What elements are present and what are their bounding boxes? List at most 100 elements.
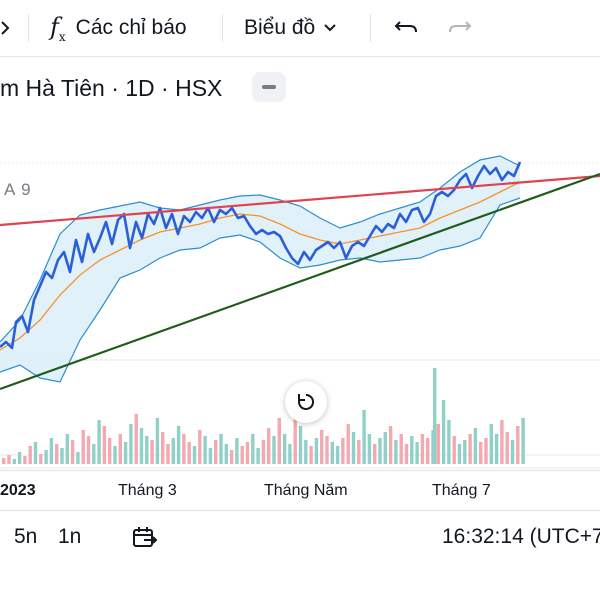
volume-bar [335, 446, 340, 464]
moving-average-line [0, 181, 521, 351]
volume-bar [76, 452, 80, 464]
indicators-label: Các chỉ báo [75, 16, 187, 39]
price-chart[interactable] [0, 110, 600, 470]
volume-bar [383, 432, 387, 464]
volume-bar [420, 434, 425, 464]
volume-bar [388, 426, 393, 464]
volume-bar [33, 442, 38, 464]
volume-bar [484, 438, 488, 464]
volume-bar [410, 436, 414, 464]
volume-bar [60, 448, 64, 464]
volume-bar [97, 420, 101, 464]
toolbar-divider [370, 14, 371, 42]
symbol-header: m Hà Tiên · 1D · HSX [0, 68, 222, 108]
volume-bar [208, 448, 213, 464]
volume-bar [282, 434, 287, 464]
volume-bar [12, 459, 16, 464]
redo-button[interactable] [446, 0, 474, 56]
volume-bar [494, 434, 499, 464]
top-toolbar: fx Các chỉ báo Biểu đồ [0, 0, 600, 57]
volume-bar [123, 442, 128, 464]
volume-bar [473, 428, 478, 464]
volume-bar [129, 424, 133, 464]
volume-bar [404, 444, 409, 464]
reset-chart-button[interactable] [285, 381, 327, 423]
volume-bar [447, 420, 451, 464]
volume-bar [240, 446, 244, 464]
price-line [0, 161, 522, 350]
volume-bar [86, 436, 91, 464]
volume-bar [452, 436, 456, 464]
volume-bar [39, 454, 43, 464]
volume-bar [118, 434, 122, 464]
volume-bar [198, 430, 202, 464]
volume-bar [7, 455, 11, 464]
indicators-button[interactable]: fx Các chỉ báo [50, 0, 187, 56]
chevron-left-icon[interactable] [0, 0, 14, 56]
volume-bar [219, 434, 223, 464]
date-range-button[interactable] [130, 524, 158, 558]
volume-bar [399, 434, 403, 464]
volume-bar [463, 440, 467, 464]
volume-bar [516, 426, 520, 464]
time-axis-label-march: Tháng 3 [118, 482, 177, 499]
volume-bar [261, 440, 266, 464]
volume-bar [521, 418, 525, 464]
volume-bar [17, 452, 22, 464]
volume-bar [235, 438, 239, 464]
symbol-title: m Hà Tiên · 1D · HSX [0, 74, 223, 101]
volume-bar [134, 414, 138, 464]
range-5n-button[interactable]: 5n [14, 525, 38, 548]
volume-bar [203, 436, 207, 464]
volume-bar [320, 430, 324, 464]
chart-type-dropdown[interactable]: Biểu đồ [244, 0, 345, 56]
volume-bar [510, 440, 515, 464]
toolbar-divider [28, 14, 29, 42]
volume-bar [192, 446, 197, 464]
reset-icon [298, 393, 315, 410]
volume-bar [267, 428, 271, 464]
range-1n-button[interactable]: 1n [58, 525, 82, 548]
volume-bar [108, 438, 112, 464]
volume-bar [304, 440, 308, 464]
resistance-trendline [0, 174, 600, 227]
volume-bar [330, 442, 334, 464]
function-icon: fx [50, 12, 66, 44]
undo-button[interactable] [392, 0, 420, 56]
volume-bar [367, 434, 372, 464]
volume-bar [256, 448, 260, 464]
toolbar-divider [222, 14, 223, 42]
volume-bar [314, 438, 319, 464]
clock-timezone[interactable]: 16:32:14 (UTC+7 [442, 525, 600, 548]
volume-bar [309, 446, 313, 464]
time-axis: 2023 Tháng 3 Tháng Năm Tháng 7 [0, 470, 600, 509]
volume-bar [373, 444, 377, 464]
collapse-legend-button[interactable] [252, 72, 286, 102]
volume-bar [433, 368, 437, 464]
volume-bar [150, 440, 154, 464]
volume-bar [479, 442, 483, 464]
volume-bar [187, 442, 191, 464]
volume-bar [155, 418, 160, 464]
volume-bar [70, 440, 75, 464]
volume-bar [468, 434, 472, 464]
volume-bar [362, 410, 366, 464]
volume-bar [441, 400, 446, 464]
calendar-icon [133, 527, 158, 547]
volume-bar [171, 438, 175, 464]
volume-bar [102, 426, 107, 464]
volume-bar [378, 438, 382, 464]
volume-bar [415, 442, 419, 464]
volume-bar [166, 444, 170, 464]
volume-bar [229, 450, 234, 464]
volume-bar [426, 438, 430, 464]
volume-bar [49, 438, 54, 464]
volume-bar [351, 432, 356, 464]
volume-bar [346, 424, 350, 464]
volume-bar [457, 444, 462, 464]
volume-bar [357, 440, 361, 464]
volume-bar [224, 444, 228, 464]
volume-bar [489, 424, 493, 464]
minus-icon [262, 85, 276, 89]
volume-bar [81, 430, 85, 464]
